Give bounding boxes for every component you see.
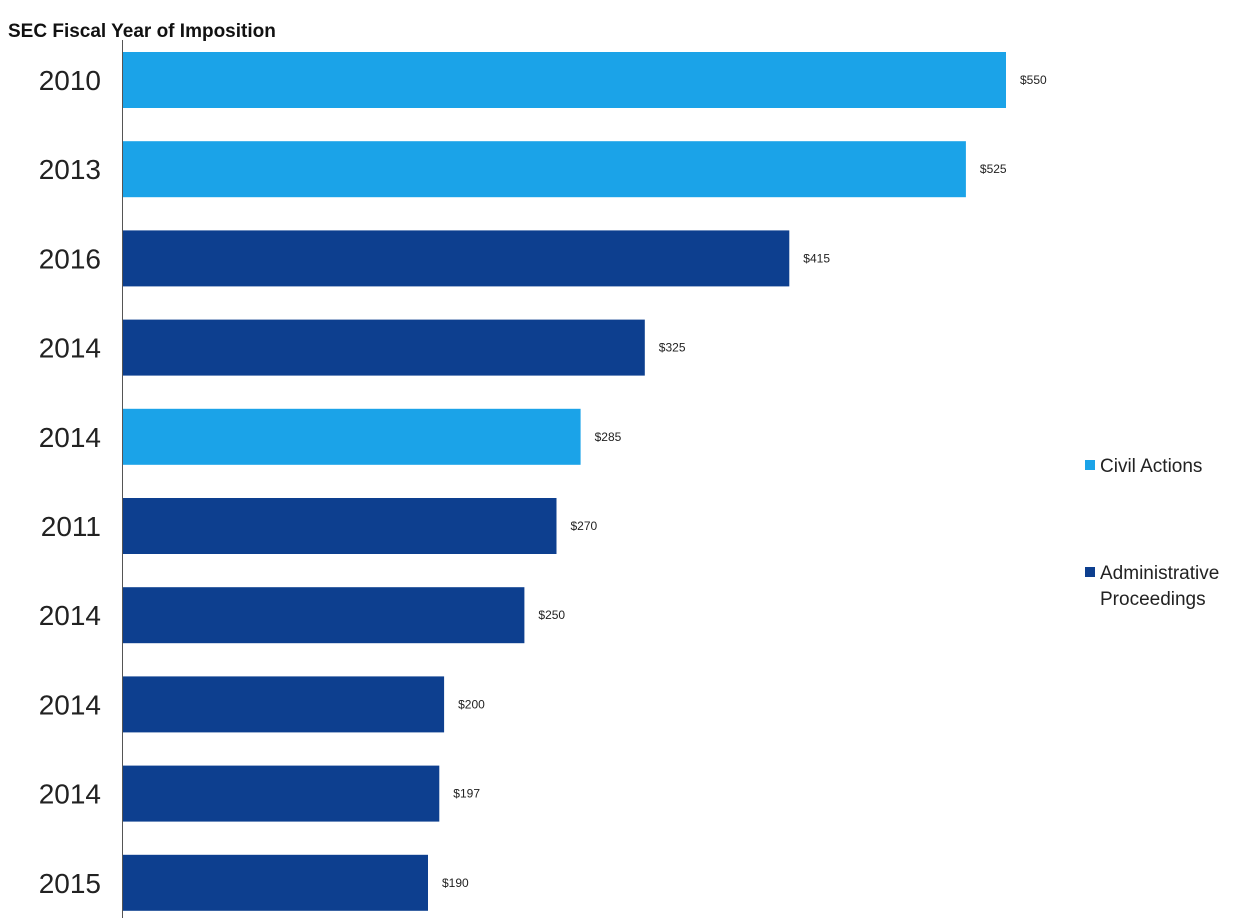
legend: Civil Actions Administrative Proceedings: [1085, 456, 1219, 610]
category-label: 2014: [39, 600, 101, 631]
value-label: $285: [595, 430, 622, 444]
value-label: $250: [538, 608, 565, 622]
legend-label-line: Administrative: [1100, 563, 1219, 584]
bar: [123, 498, 557, 554]
bar: [123, 587, 525, 644]
bar: [123, 765, 440, 822]
value-label: $325: [659, 341, 686, 355]
bar: [123, 408, 581, 465]
category-label: 2014: [39, 689, 101, 720]
category-label: 2011: [41, 511, 101, 542]
legend-swatch-administrative-proceedings: [1085, 567, 1095, 577]
value-label: $200: [458, 697, 485, 711]
y-axis-title: SEC Fiscal Year of Imposition: [8, 21, 276, 42]
category-label: 2014: [39, 422, 101, 453]
value-label: $415: [803, 251, 830, 265]
category-label: 2016: [39, 243, 101, 274]
bar: [123, 854, 428, 911]
value-label: $197: [453, 787, 480, 801]
value-label: $525: [980, 162, 1007, 176]
category-label: 2010: [39, 65, 101, 96]
bar: [123, 52, 1006, 108]
category-label: 2014: [39, 333, 101, 364]
bar: [123, 676, 445, 733]
bars-group: [123, 52, 1006, 911]
legend-label-civil-actions: Civil Actions: [1100, 456, 1202, 477]
value-label: $550: [1020, 73, 1047, 87]
bar: [123, 319, 645, 376]
category-labels-group: 2010 2013 2016 2014 2014 2011 2014 2014 2014 2015: [39, 65, 101, 899]
category-label: 2013: [39, 154, 101, 185]
legend-swatch-civil-actions: [1085, 460, 1095, 470]
legend-label-line: Proceedings: [1100, 589, 1206, 610]
category-label: 2014: [39, 779, 101, 810]
value-label: $190: [442, 876, 469, 890]
bar: [123, 230, 790, 287]
value-label: $270: [571, 519, 598, 533]
value-labels-group: $550 $525 $415 $325 $285 $270 $250 $200 $197 $190: [442, 73, 1047, 890]
legend-label-administrative-proceedings: Administrative Proceedings: [1100, 563, 1219, 610]
category-label: 2015: [39, 868, 101, 899]
bar: [123, 141, 966, 198]
